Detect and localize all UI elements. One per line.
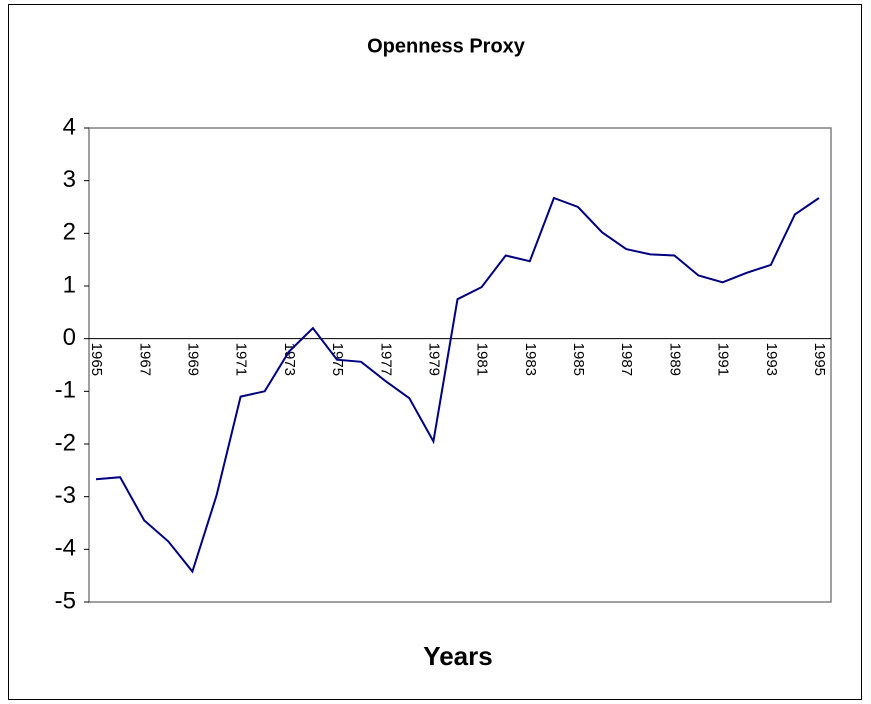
y-tick-label: 1 (63, 271, 76, 298)
x-tick-label: 1977 (377, 343, 394, 376)
y-tick-label: 0 (63, 324, 76, 351)
chart-border (8, 4, 862, 700)
y-tick-label: 2 (63, 219, 76, 246)
x-tick-label: 1995 (811, 343, 828, 376)
x-tick-label: 1973 (281, 343, 298, 376)
x-tick-label: 1969 (184, 343, 201, 376)
x-tick-label: 1979 (425, 343, 442, 376)
x-axis-label: Years (423, 641, 492, 671)
y-tick-label: -1 (55, 377, 76, 404)
x-tick-label: 1965 (88, 343, 105, 376)
x-tick-label: 1981 (474, 343, 491, 376)
x-tick-label: 1985 (570, 343, 587, 376)
x-tick-label: 1983 (522, 343, 539, 376)
x-tick-label: 1989 (666, 343, 683, 376)
y-tick-label: -5 (55, 587, 76, 614)
chart-title: Openness Proxy (367, 35, 526, 57)
x-tick-label: 1967 (136, 343, 153, 376)
plot-area (88, 127, 832, 603)
x-tick-label: 1987 (618, 343, 635, 376)
y-tick-label: -3 (55, 482, 76, 509)
y-tick-label: 3 (63, 166, 76, 193)
y-tick-label: 4 (63, 113, 76, 140)
x-tick-label: 1991 (715, 343, 732, 376)
data-line (95, 196, 820, 574)
y-tick-label: -4 (55, 535, 76, 562)
x-tick-label: 1993 (763, 343, 780, 376)
x-tick-label: 1971 (233, 343, 250, 376)
y-tick-label: -2 (55, 429, 76, 456)
